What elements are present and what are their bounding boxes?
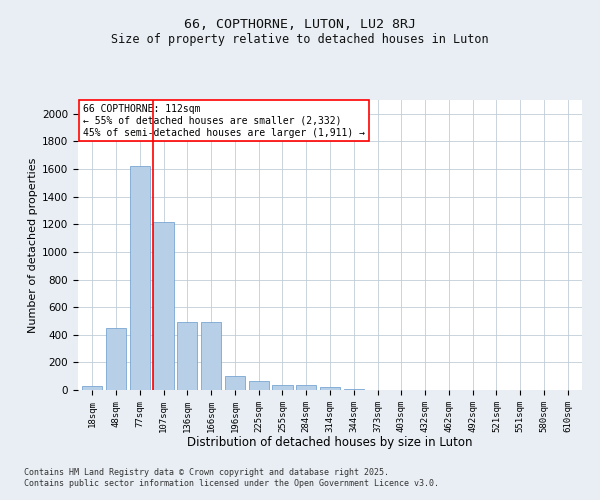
Bar (248, 381, 269, 390)
Bar (201, 322, 221, 390)
Bar (225, 376, 245, 390)
Bar (130, 166, 150, 390)
Bar (272, 385, 293, 390)
Text: Size of property relative to detached houses in Luton: Size of property relative to detached ho… (111, 32, 489, 46)
Text: Contains HM Land Registry data © Crown copyright and database right 2025.
Contai: Contains HM Land Registry data © Crown c… (24, 468, 439, 487)
Text: 66 COPTHORNE: 112sqm
← 55% of detached houses are smaller (2,332)
45% of semi-de: 66 COPTHORNE: 112sqm ← 55% of detached h… (83, 104, 365, 138)
Bar (296, 385, 316, 390)
Bar (154, 222, 173, 390)
Bar (320, 387, 340, 390)
Bar (106, 328, 126, 390)
Bar (177, 322, 197, 390)
Text: 66, COPTHORNE, LUTON, LU2 8RJ: 66, COPTHORNE, LUTON, LU2 8RJ (184, 18, 416, 30)
Bar (82, 386, 103, 390)
X-axis label: Distribution of detached houses by size in Luton: Distribution of detached houses by size … (187, 436, 473, 449)
Y-axis label: Number of detached properties: Number of detached properties (28, 158, 38, 332)
